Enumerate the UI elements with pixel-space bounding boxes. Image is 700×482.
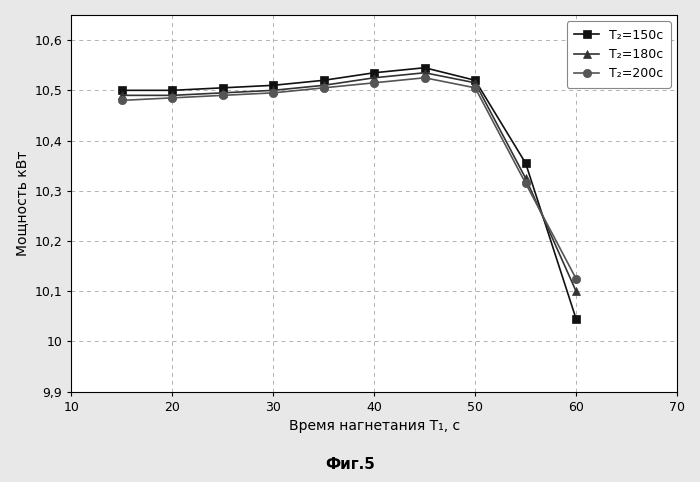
T₂=180c <box>370 75 379 80</box>
T₂=200c <box>320 85 328 91</box>
T₂=180c <box>572 288 580 294</box>
T₂=180c <box>522 175 530 181</box>
T₂=200c <box>370 80 379 86</box>
T₂=150c <box>320 78 328 83</box>
T₂=150c <box>218 85 227 91</box>
Text: Фиг.5: Фиг.5 <box>325 457 375 472</box>
T₂=150c <box>522 161 530 166</box>
Y-axis label: Мощность кВт: Мощность кВт <box>15 151 29 256</box>
T₂=180c <box>320 82 328 88</box>
T₂=180c <box>471 80 480 86</box>
T₂=150c <box>168 87 176 93</box>
Line: T₂=180c: T₂=180c <box>118 68 580 295</box>
T₂=200c <box>421 75 429 80</box>
T₂=150c <box>269 82 277 88</box>
T₂=150c <box>370 70 379 76</box>
T₂=200c <box>269 90 277 96</box>
T₂=150c <box>118 87 126 93</box>
T₂=200c <box>118 97 126 103</box>
T₂=180c <box>218 90 227 96</box>
T₂=200c <box>218 93 227 98</box>
T₂=180c <box>421 70 429 76</box>
T₂=200c <box>471 85 480 91</box>
T₂=150c <box>471 78 480 83</box>
T₂=180c <box>118 93 126 98</box>
X-axis label: Время нагнетания T₁, с: Время нагнетания T₁, с <box>288 419 460 433</box>
T₂=150c <box>421 65 429 71</box>
T₂=150c <box>572 316 580 322</box>
T₂=180c <box>269 87 277 93</box>
T₂=200c <box>522 180 530 186</box>
T₂=200c <box>168 95 176 101</box>
Line: T₂=200c: T₂=200c <box>118 74 580 283</box>
T₂=200c <box>572 276 580 281</box>
T₂=180c <box>168 93 176 98</box>
Line: T₂=150c: T₂=150c <box>118 64 580 323</box>
Legend: T₂=150c, T₂=180c, T₂=200c: T₂=150c, T₂=180c, T₂=200c <box>566 21 671 88</box>
